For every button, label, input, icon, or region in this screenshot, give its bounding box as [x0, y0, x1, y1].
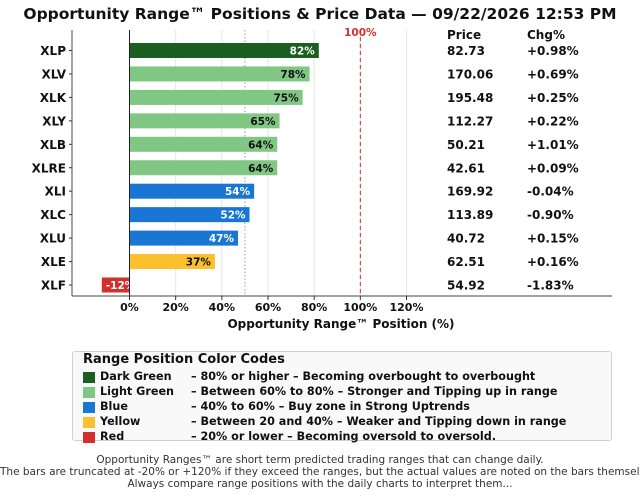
legend-swatch: [83, 402, 95, 413]
legend-title: Range Position Color Codes: [83, 352, 285, 367]
price-cell: 169.92: [447, 185, 493, 199]
change-cell: -1.83%: [527, 279, 574, 293]
change-cell: +0.22%: [527, 114, 579, 128]
change-cell: +0.16%: [527, 255, 579, 269]
bar-xlu: [129, 230, 238, 246]
x-tick-label: 20%: [162, 301, 188, 314]
bar-label: 54%: [225, 186, 251, 198]
bar-label: 64%: [248, 163, 274, 175]
price-cell: 195.48: [447, 91, 493, 105]
y-tick-label-xlf: XLF: [41, 279, 66, 293]
x-tick-label: 120%: [390, 301, 424, 314]
x-tick-label: 0%: [120, 301, 139, 314]
y-tick-label-xlp: XLP: [40, 44, 66, 58]
bar-xle: [129, 254, 215, 270]
legend-item-name: Blue: [100, 400, 128, 413]
bar-xlre: [129, 160, 278, 176]
x-tick-label: 40%: [209, 301, 235, 314]
bar-label: 47%: [209, 233, 235, 245]
change-cell: +0.69%: [527, 67, 579, 81]
chart-title: Opportunity Range™ Positions & Price Dat…: [23, 5, 616, 23]
price-table: Price Chg% 82.73 +0.98% 170.06 +0.69% 195.48 +0…: [447, 28, 579, 293]
price-cell: 113.89: [447, 208, 493, 222]
legend-item-name: Light Green: [100, 385, 175, 398]
legend-item-desc: – Between 60% to 80% – Stronger and Tipp…: [191, 385, 558, 398]
x-tick-label: 80%: [301, 301, 327, 314]
change-cell: -0.04%: [527, 185, 574, 199]
table-header-price: Price: [447, 28, 481, 42]
legend: Range Position Color Codes Dark Green – …: [72, 351, 612, 443]
legend-swatch: [83, 372, 95, 383]
bars: 82% 78% 75% 65% 64% 64% 54% 52% 47% 37% -12%: [101, 43, 319, 293]
bar-xli: [129, 183, 255, 199]
legend-item-desc: – 20% or lower – Becoming oversold to ov…: [191, 430, 497, 443]
bar-label: -12%: [106, 280, 136, 292]
x-tick-label: 60%: [255, 301, 281, 314]
price-cell: 40.72: [447, 232, 485, 246]
axes: XLP XLV XLK XLY XLB XLRE XLI XLC XLU XLE XLF 0% 20% 4…: [32, 30, 612, 331]
bar-xlc: [129, 207, 250, 223]
price-cell: 82.73: [447, 44, 485, 58]
y-tick-label-xlv: XLV: [41, 67, 66, 81]
change-cell: +0.25%: [527, 91, 579, 105]
change-cell: +0.09%: [527, 161, 579, 175]
y-tick-label-xlre: XLRE: [32, 161, 66, 175]
y-tick-label-xlu: XLU: [40, 232, 66, 246]
chart: Opportunity Range™ Positions & Price Dat…: [23, 5, 616, 331]
y-tick-label-xlb: XLB: [40, 138, 66, 152]
footnote-line-2: The bars are truncated at -20% or +120% …: [0, 466, 640, 478]
bar-label: 82%: [290, 46, 316, 58]
bar-xlk: [129, 89, 303, 105]
legend-item-name: Red: [100, 430, 125, 443]
price-cell: 112.27: [447, 114, 493, 128]
x-tick-label: 100%: [343, 301, 377, 314]
bar-xlv: [129, 66, 310, 82]
x-axis-label: Opportunity Range™ Position (%): [227, 317, 454, 331]
table-header-change: Chg%: [527, 28, 565, 42]
bar-label: 37%: [186, 257, 212, 269]
legend-item-name: Yellow: [100, 415, 141, 428]
legend-item-desc: – 80% or higher – Becoming overbought to…: [191, 370, 536, 383]
bar-xly: [129, 113, 280, 129]
bar-label: 65%: [250, 116, 276, 128]
legend-swatch: [83, 417, 95, 428]
bar-xlb: [129, 136, 278, 152]
legend-swatch: [83, 432, 95, 443]
price-cell: 42.61: [447, 161, 485, 175]
legend-item-desc: – 40% to 60% – Buy zone in Strong Uptren…: [191, 400, 470, 413]
y-tick-label-xli: XLI: [45, 185, 66, 199]
change-cell: -0.90%: [527, 208, 574, 222]
y-tick-label-xly: XLY: [42, 114, 66, 128]
legend-swatch: [83, 387, 95, 398]
reference-line-label: 100%: [344, 27, 377, 39]
y-tick-label-xle: XLE: [41, 255, 66, 269]
footnote-line-3: Always compare range positions with the …: [127, 478, 513, 490]
price-cell: 170.06: [447, 67, 493, 81]
bar-xlp: [129, 43, 319, 58]
legend-item-name: Dark Green: [100, 370, 172, 383]
price-cell: 50.21: [447, 138, 485, 152]
change-cell: +0.98%: [527, 44, 579, 58]
footnote-line-1: Opportunity Ranges™ are short term predi…: [96, 454, 544, 466]
bar-label: 78%: [280, 69, 306, 81]
price-cell: 62.51: [447, 255, 485, 269]
bar-label: 75%: [273, 92, 299, 104]
bar-label: 64%: [248, 139, 274, 151]
price-cell: 54.92: [447, 279, 485, 293]
y-tick-label-xlc: XLC: [40, 208, 66, 222]
change-cell: +0.15%: [527, 232, 579, 246]
legend-item-desc: – Between 20 and 40% – Weaker and Tippin…: [191, 415, 567, 428]
change-cell: +1.01%: [527, 138, 579, 152]
bar-xlf: [101, 277, 130, 293]
y-tick-label-xlk: XLK: [40, 91, 67, 105]
bar-label: 52%: [220, 210, 246, 222]
